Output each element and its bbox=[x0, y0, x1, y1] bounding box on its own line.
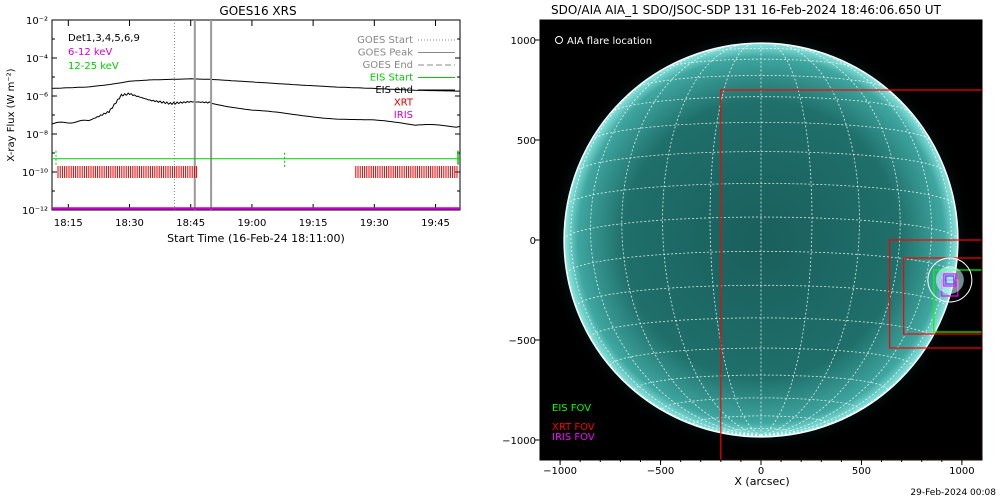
flare-legend: AIA flare location bbox=[556, 36, 653, 47]
aia-ytick-label: −500 bbox=[509, 336, 536, 347]
fov-label: EIS FOV bbox=[552, 403, 591, 414]
aia-xtick-label: 1000 bbox=[949, 466, 974, 477]
aia-xtick-label: −1000 bbox=[543, 466, 577, 477]
aia-xtick-label: −500 bbox=[647, 466, 674, 477]
flare-glow bbox=[936, 266, 964, 294]
flare-legend-label: AIA flare location bbox=[567, 36, 652, 47]
footer-date: 29-Feb-2024 00:08 bbox=[910, 488, 996, 498]
aia-ytick-label: 1000 bbox=[511, 36, 536, 47]
aia-ytick-label: 500 bbox=[517, 136, 536, 147]
fov-label: IRIS FOV bbox=[552, 432, 595, 443]
aia-xtick-label: 500 bbox=[852, 466, 871, 477]
aia-title: SDO/AIA AIA_1 SDO/JSOC-SDP 131 16-Feb-20… bbox=[551, 3, 942, 17]
aia-xlabel: X (arcsec) bbox=[734, 475, 789, 488]
aia-ytick-label: −1000 bbox=[502, 436, 536, 447]
aia-ytick-label: 0 bbox=[530, 236, 536, 247]
aia-ytick-labels: 1000 500 0 −500 −1000 bbox=[502, 36, 536, 447]
